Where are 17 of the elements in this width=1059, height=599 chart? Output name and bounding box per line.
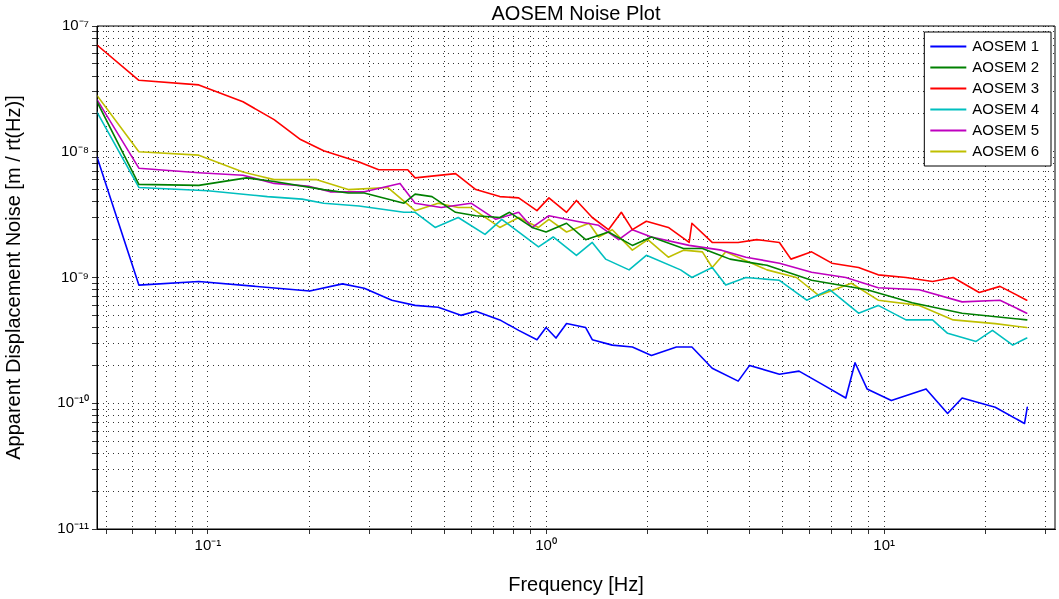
- legend-label: AOSEM 5: [972, 120, 1039, 138]
- chart-title: AOSEM Noise Plot: [491, 1, 661, 24]
- y-tick-label: 10⁻⁹: [60, 267, 89, 285]
- legend-label: AOSEM 3: [972, 78, 1039, 96]
- legend-label: AOSEM 6: [972, 141, 1039, 159]
- x-tick-label: 10⁰: [535, 536, 557, 554]
- x-tick-label: 10¹: [873, 536, 896, 554]
- y-tick-label: 10⁻⁸: [60, 141, 89, 159]
- legend-label: AOSEM 1: [972, 36, 1039, 54]
- y-tick-label: 10⁻¹¹: [57, 519, 89, 537]
- y-axis-title: Apparent Displacement Noise [m / rt(Hz)]: [1, 95, 24, 460]
- x-tick-label: 10⁻¹: [194, 536, 222, 554]
- y-tick-label: 10⁻¹⁰: [57, 393, 89, 411]
- y-tick-label: 10⁻⁷: [61, 16, 89, 34]
- legend-label: AOSEM 4: [972, 99, 1039, 117]
- x-axis-title: Frequency [Hz]: [508, 572, 644, 595]
- legend-label: AOSEM 2: [972, 57, 1039, 75]
